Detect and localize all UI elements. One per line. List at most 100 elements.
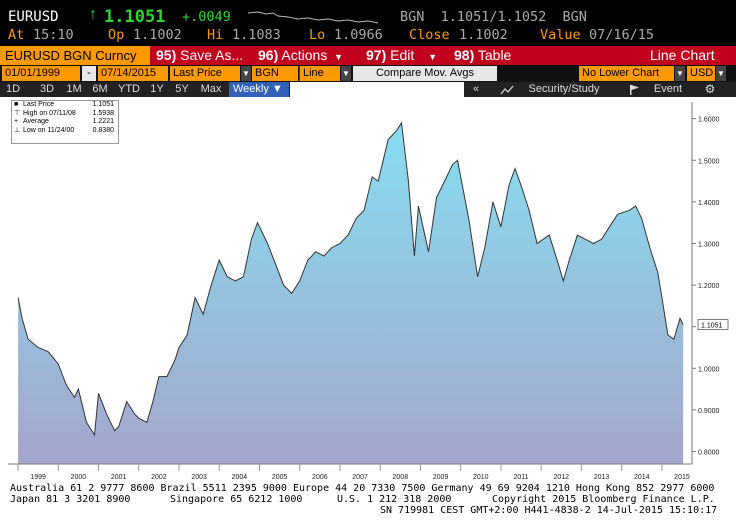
actions-number: 96) [258, 47, 279, 63]
footer-copyright: Copyright 2015 Bloomberg Finance L.P. [492, 494, 715, 505]
chart-legend[interactable]: ■ Last Price 1.1051 ⊤ High on 07/11/08 1… [11, 100, 119, 144]
x-tick-label: 2010 [473, 474, 489, 481]
up-arrow-icon: ↑ [89, 6, 97, 23]
save-as-button[interactable]: 95) Save As... [156, 46, 243, 65]
end-date-field[interactable]: 07/14/2015 [98, 66, 168, 81]
low-label: Lo [309, 27, 326, 43]
legend-value: 1.1051 [92, 101, 114, 108]
chart-type-title: Line Chart [650, 47, 715, 63]
legend-label: Average [23, 118, 49, 125]
table-button[interactable]: 98) Table [454, 46, 511, 65]
net-change: +.0049 [182, 9, 231, 25]
legend-high: ⊤ High on 07/11/08 1.5938 [12, 110, 118, 119]
currency-dropdown-icon[interactable]: ▼ [716, 66, 726, 81]
y-tick-label: 1.6000 [698, 117, 720, 124]
currency-select[interactable]: USD [687, 66, 715, 81]
footer: Australia 61 2 9777 8600 Brazil 5511 239… [0, 482, 736, 527]
last-price-tag-box [697, 319, 729, 330]
range-1d[interactable]: 1D [5, 83, 21, 95]
table-label: Table [477, 47, 512, 63]
last-price-tag: 1.1051 [697, 319, 729, 330]
high-marker-icon: ⊤ [14, 109, 21, 117]
x-tick-label: 2004 [232, 474, 248, 481]
x-tick-label: 2007 [352, 474, 368, 481]
at-label: At [8, 27, 25, 43]
chart-fields-row: 01/01/1999 - 07/14/2015 Last Price ▼ BGN… [0, 65, 736, 82]
bid-ask: BGN 1.1051/1.1052 BGN [400, 9, 587, 25]
range-ytd[interactable]: YTD [118, 83, 140, 95]
range-1m[interactable]: 1M [66, 83, 82, 95]
security-study-button[interactable]: Security/Study [528, 83, 600, 95]
lower-chart-dropdown-icon[interactable]: ▼ [675, 66, 685, 81]
source-select[interactable]: BGN [252, 66, 298, 81]
price-line [17, 121, 684, 437]
x-tick-label: 2011 [513, 474, 528, 481]
y-tick-label: 0.9000 [698, 408, 720, 415]
value-label: Value [540, 27, 581, 43]
y-tick-label: 1.2000 [698, 283, 720, 290]
legend-value: 1.5938 [92, 109, 114, 117]
price-area [17, 121, 684, 465]
y-axis: 1.60001.50001.40001.30001.20001.10001.00… [691, 102, 720, 464]
save-as-label: Save As... [180, 47, 244, 63]
intraday-sparkline [248, 11, 378, 24]
x-tick-label: 2002 [151, 474, 167, 481]
footer-japan: Japan 81 3 3201 8900 [10, 494, 131, 505]
average-marker-icon: + [14, 118, 19, 125]
x-tick-label: 2006 [312, 474, 328, 481]
high-label: Hi [207, 27, 224, 43]
x-tick-label: 2001 [111, 474, 127, 481]
caret-down-icon: ▼ [428, 52, 438, 62]
footer-phones-line1: Australia 61 2 9777 8600 Brazil 5511 239… [10, 483, 715, 494]
range-input[interactable] [290, 82, 464, 97]
caret-down-icon: ▼ [334, 52, 344, 62]
actions-label: Actions [281, 47, 328, 63]
period-select[interactable]: Weekly ▼ [229, 82, 289, 97]
legend-label: Last Price [23, 101, 55, 108]
range-max[interactable]: Max [200, 83, 222, 95]
y-tick-label: 1.3000 [698, 241, 720, 248]
price-field-select[interactable]: Last Price [170, 66, 240, 81]
legend-value: 0.8380 [92, 126, 114, 134]
footer-singapore: Singapore 65 6212 1000 [170, 494, 303, 505]
legend-label: High on 07/11/08 [23, 109, 76, 117]
edit-number: 97) [366, 47, 387, 63]
edit-button[interactable]: 97) Edit ▼ [366, 46, 437, 65]
legend-label: Low on 11/24/00 [23, 126, 75, 134]
actions-button[interactable]: 96) Actions ▼ [258, 46, 343, 65]
style-dropdown-icon[interactable]: ▼ [341, 66, 351, 81]
compare-mov-avgs-button[interactable]: Compare Mov. Avgs [353, 66, 497, 81]
line-chart: 1.60001.50001.40001.30001.20001.10001.00… [8, 102, 729, 481]
close-value: 1.1002 [459, 27, 508, 43]
value-date: 07/16/15 [589, 27, 655, 43]
x-tick-label: 2005 [272, 474, 288, 481]
last-price: 1.1051 [104, 7, 166, 27]
range-6m[interactable]: 6M [92, 83, 108, 95]
x-tick-label: 1999 [30, 474, 46, 481]
price-field-dropdown-icon[interactable]: ▼ [241, 66, 251, 81]
scroll-left-button[interactable]: « [472, 83, 480, 95]
security-name[interactable]: EURUSD BGN Curncy [0, 46, 150, 65]
high-value: 1.1083 [232, 27, 281, 43]
gear-icon[interactable]: ⚙ [704, 82, 716, 96]
x-axis: 1999 2000 2001 2002 2003 2004 2005 2006 2007 2008… [8, 463, 692, 481]
last-price-tag-label: 1.1051 [701, 323, 723, 330]
flag-icon [630, 85, 639, 95]
close-label: Close [409, 27, 450, 43]
date-separator: - [82, 66, 96, 81]
ticker-symbol: EURUSD [8, 9, 59, 25]
style-select[interactable]: Line [300, 66, 340, 81]
price-area-fill [18, 122, 684, 465]
range-1y[interactable]: 1Y [150, 83, 164, 95]
footer-us: U.S. 1 212 318 2000 [337, 494, 452, 505]
range-5y[interactable]: 5Y [175, 83, 189, 95]
lower-chart-select[interactable]: No Lower Chart [579, 66, 674, 81]
y-tick-label: 1.0000 [698, 366, 720, 373]
footer-session-info: SN 719981 CEST GMT+2:00 H441-4838-2 14-J… [380, 505, 718, 516]
low-marker-icon: ⊥ [14, 126, 21, 134]
event-button[interactable]: Event [653, 83, 683, 95]
range-3d[interactable]: 3D [39, 83, 55, 95]
y-tick-label: 1.5000 [698, 158, 720, 165]
x-tick-label: 2012 [553, 474, 569, 481]
start-date-field[interactable]: 01/01/1999 [2, 66, 80, 81]
